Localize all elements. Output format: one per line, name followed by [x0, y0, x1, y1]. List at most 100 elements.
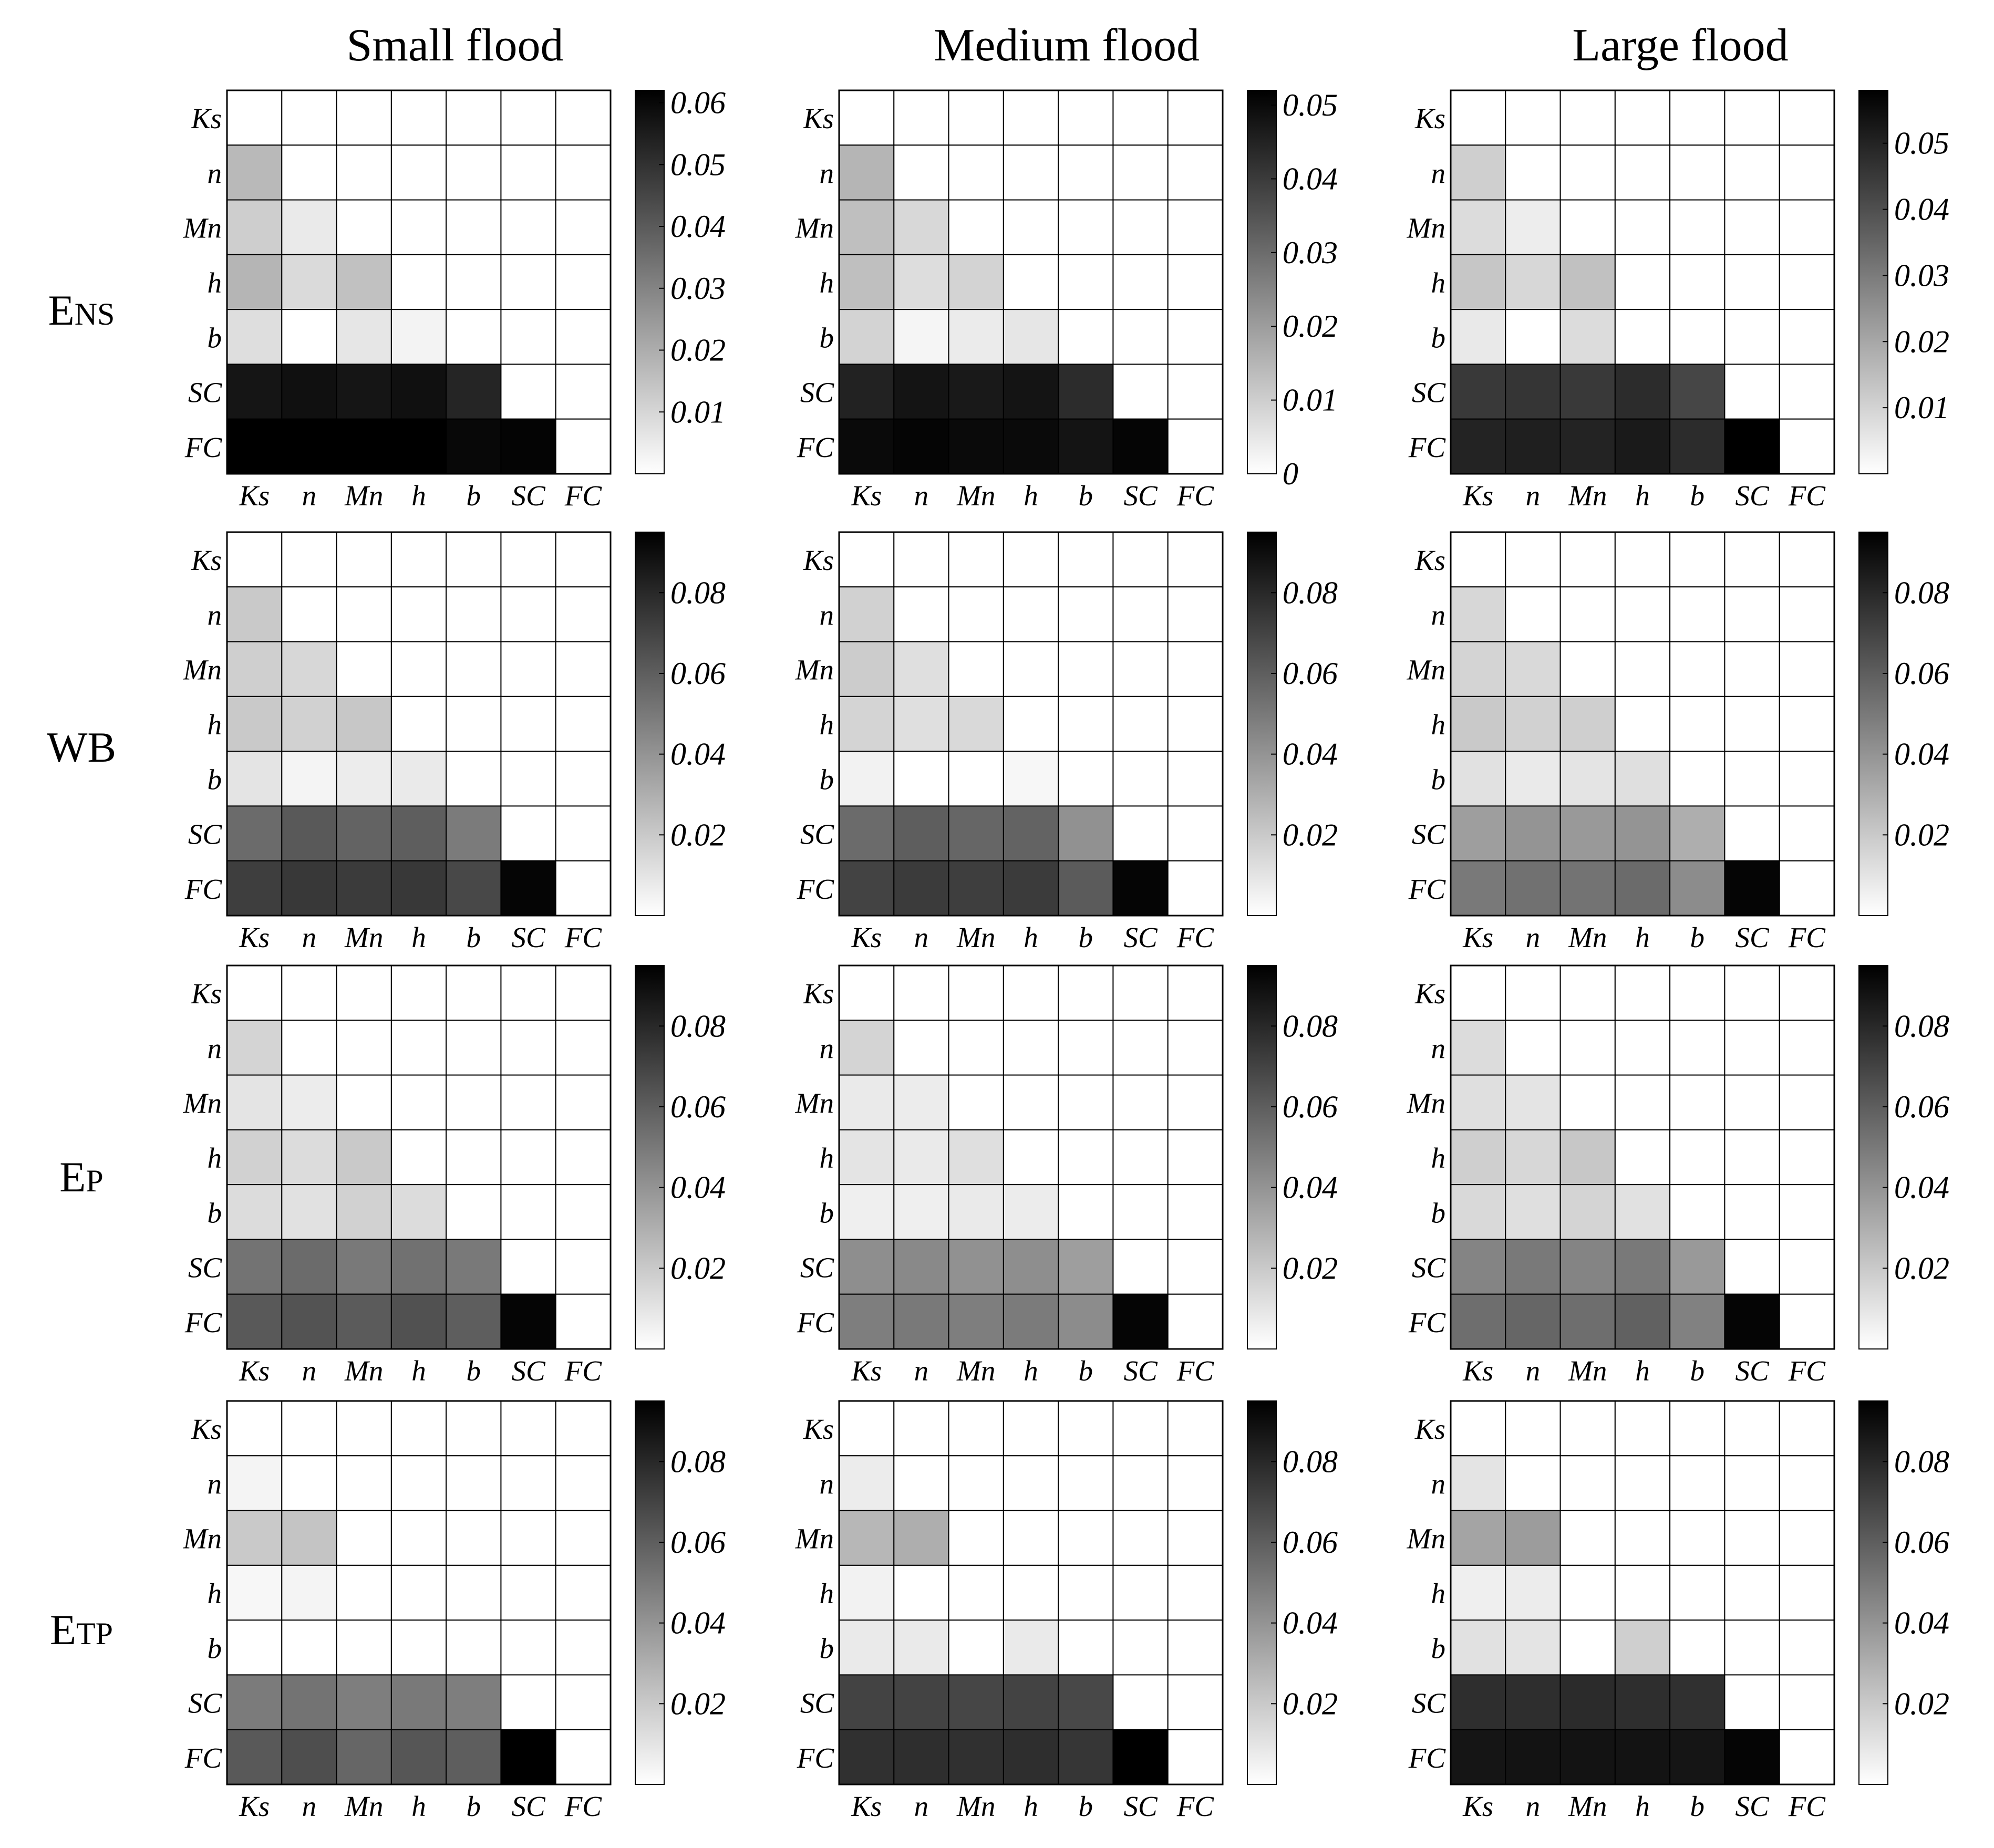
heatmap-cell-n-h: [1614, 1455, 1671, 1511]
heatmap-cell-fc-h: [1003, 1293, 1059, 1350]
column-title-medium-flood: Medium flood: [934, 20, 1200, 71]
heatmap-cell-ks-sc: [500, 532, 556, 588]
heatmap-cell-mn-n: [1505, 1074, 1561, 1130]
heatmap-cell-mn-h: [1614, 1074, 1671, 1130]
heatmap-cell-ks-fc: [555, 965, 611, 1021]
heatmap-cell-h-ks: [839, 695, 895, 752]
y-tick-label: b: [820, 321, 834, 354]
x-tick-label: h: [1024, 1355, 1038, 1387]
heatmap-ens-medium-flood: KsKsnnMnMnhhbbSCSCFCFC00.010.020.030.040…: [795, 88, 1338, 512]
heatmap-cell-mn-sc: [1724, 1074, 1780, 1130]
heatmap-cell-fc-h: [390, 418, 447, 475]
heatmap-cell-sc-n: [281, 805, 337, 861]
heatmap-frame: [226, 531, 612, 917]
colorbar-tick-label: 0.06: [1283, 1525, 1338, 1560]
heatmap-cell-b-n: [893, 309, 949, 365]
heatmap-cell-sc-n: [893, 805, 949, 861]
heatmap-cell-fc-mn: [336, 860, 392, 916]
heatmap-cell-h-b: [1669, 1129, 1726, 1186]
heatmap-cell-mn-h: [390, 1510, 447, 1566]
x-tick-label: FC: [1788, 1355, 1826, 1387]
y-tick-label: n: [1431, 1468, 1446, 1500]
y-tick-label: Ks: [803, 978, 834, 1010]
heatmap-cell-mn-mn: [948, 1074, 1004, 1130]
colorbar-tick-label: 0.03: [670, 271, 726, 306]
heatmap-cell-h-mn: [336, 695, 392, 752]
heatmap-cell-sc-n: [1505, 1674, 1561, 1730]
heatmap-cell-mn-ks: [1450, 1074, 1506, 1130]
y-tick-label: n: [208, 1468, 222, 1500]
heatmap-cell-fc-h: [1614, 418, 1671, 475]
x-tick-label: b: [467, 480, 481, 512]
colorbar-tick-label: 0.04: [670, 737, 726, 772]
heatmap-cell-n-mn: [1559, 586, 1616, 642]
heatmap-cell-b-sc: [500, 751, 556, 807]
y-tick-label: h: [820, 1142, 834, 1174]
heatmap-cell-b-sc: [500, 1619, 556, 1676]
heatmap-cell-h-h: [1614, 1129, 1671, 1186]
heatmap-cell-mn-h: [1003, 1510, 1059, 1566]
heatmap-cell-n-mn: [336, 1455, 392, 1511]
y-tick-label: SC: [188, 377, 223, 409]
heatmap-cell-b-h: [390, 1184, 447, 1240]
heatmap-cell-ks-b: [1669, 965, 1726, 1021]
heatmap-cell-n-fc: [1167, 586, 1224, 642]
x-tick-label: Mn: [344, 921, 383, 953]
heatmap-cell-b-h: [1003, 309, 1059, 365]
heatmap-cell-fc-mn: [948, 418, 1004, 475]
heatmap-cell-n-fc: [555, 1020, 611, 1076]
heatmap-cell-mn-h: [1614, 199, 1671, 255]
heatmap-cell-b-n: [281, 751, 337, 807]
y-tick-label: b: [820, 1632, 834, 1664]
y-tick-label: SC: [1412, 377, 1447, 409]
y-tick-label: Ks: [191, 544, 222, 576]
y-tick-label: n: [208, 157, 222, 189]
heatmap-frame: [226, 964, 612, 1350]
x-tick-label: Mn: [956, 1355, 995, 1387]
heatmap-cell-sc-fc: [1779, 1674, 1835, 1730]
heatmap-cell-fc-b: [1669, 418, 1726, 475]
heatmap-cell-sc-ks: [226, 1674, 283, 1730]
heatmap-cell-b-b: [446, 751, 502, 807]
x-tick-label: h: [1635, 1790, 1650, 1822]
colorbar-tick-label: 0.04: [1894, 1170, 1949, 1205]
heatmap-frame: [1450, 964, 1835, 1350]
heatmap-cell-fc-ks: [1450, 1729, 1506, 1785]
x-tick-label: b: [1079, 480, 1093, 512]
column-title-large-flood: Large flood: [1572, 20, 1788, 71]
heatmap-cell-b-fc: [555, 309, 611, 365]
heatmap-cell-h-b: [446, 254, 502, 310]
y-tick-label: Ks: [803, 544, 834, 576]
heatmap-cell-ks-ks: [839, 965, 895, 1021]
heatmap-cell-b-mn: [948, 751, 1004, 807]
heatmap-cell-mn-b: [446, 199, 502, 255]
heatmap-cell-ks-fc: [1779, 965, 1835, 1021]
colorbar-tick-label: 0.03: [1283, 235, 1338, 270]
x-tick-label: h: [1635, 480, 1650, 512]
x-tick-label: FC: [1788, 921, 1826, 953]
heatmap-cell-fc-sc: [1112, 1293, 1169, 1350]
heatmap-cell-sc-b: [446, 1239, 502, 1295]
y-tick-label: n: [208, 599, 222, 631]
y-tick-label: SC: [800, 1252, 835, 1284]
heatmap-cell-ks-mn: [336, 90, 392, 146]
heatmap-cell-mn-fc: [555, 641, 611, 697]
heatmap-cell-n-ks: [839, 1455, 895, 1511]
heatmap-cell-n-ks: [1450, 1020, 1506, 1076]
heatmap-cell-h-b: [446, 695, 502, 752]
colorbar-tick-label: 0.04: [1283, 737, 1338, 772]
heatmap-cell-sc-h: [390, 1239, 447, 1295]
heatmap-cell-n-h: [390, 1455, 447, 1511]
heatmap-cell-fc-n: [1505, 418, 1561, 475]
y-tick-label: FC: [184, 1306, 223, 1338]
heatmap-cell-b-ks: [1450, 1619, 1506, 1676]
x-tick-label: FC: [564, 1790, 603, 1822]
y-tick-label: FC: [1408, 431, 1447, 463]
heatmap-cell-h-ks: [1450, 695, 1506, 752]
heatmap-cell-b-mn: [1559, 1619, 1616, 1676]
heatmap-cell-ks-mn: [948, 1400, 1004, 1457]
x-tick-label: FC: [1176, 1355, 1215, 1387]
heatmap-cell-n-sc: [1724, 1455, 1780, 1511]
heatmap-cell-sc-h: [1614, 805, 1671, 861]
